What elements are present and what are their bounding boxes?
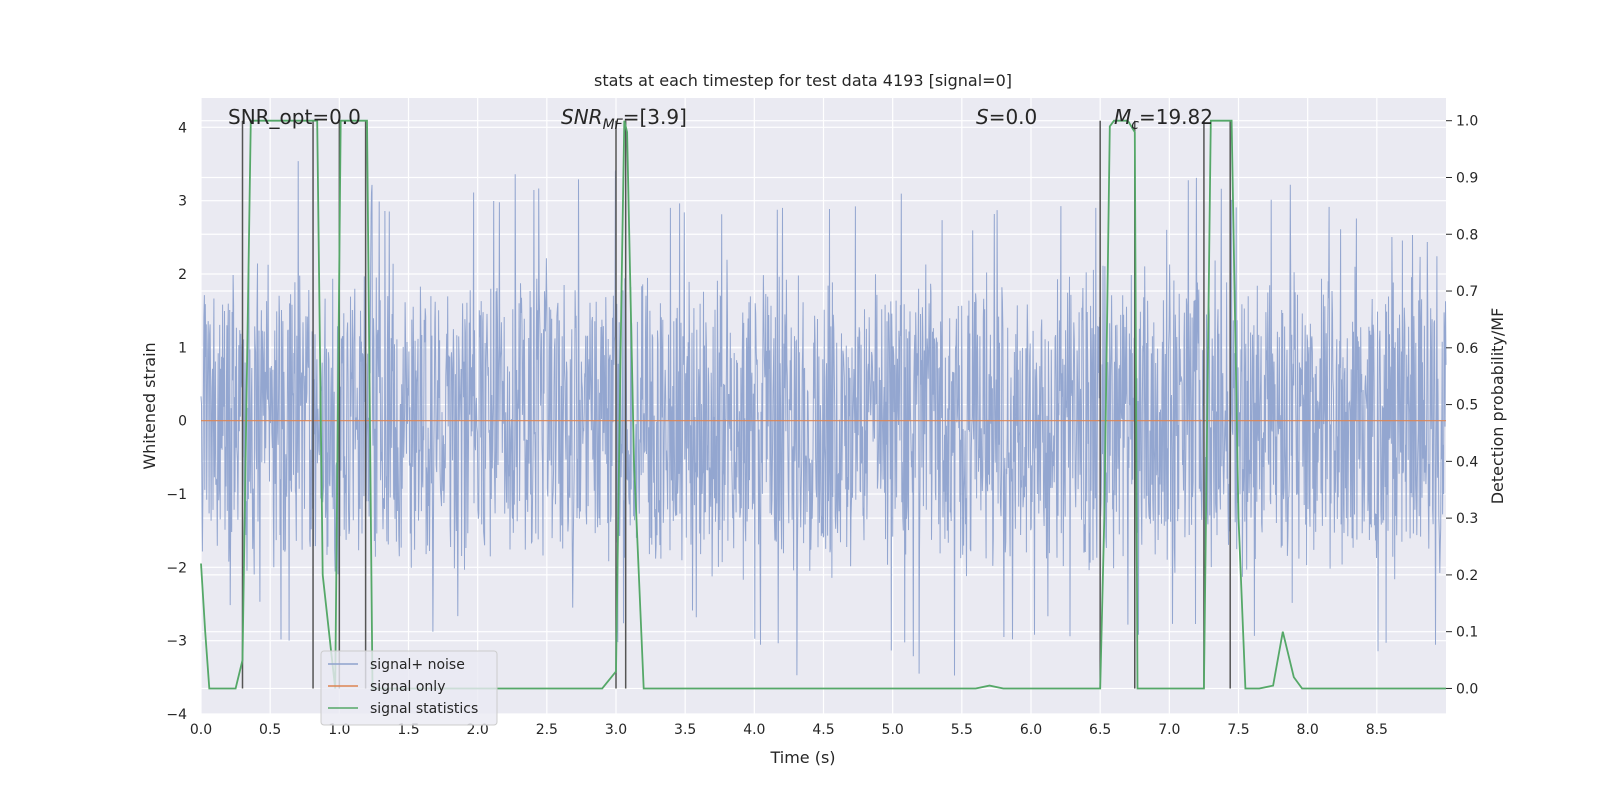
x-tick-label: 8.5 [1366,722,1388,738]
annotation-snr-mf: SNRMF=[3.9] [561,105,687,133]
x-tick-label: 0.0 [190,722,212,738]
y-tick-label: 4 [178,120,187,136]
x-tick-label: 0.5 [259,722,281,738]
x-tick-label: 6.0 [1020,722,1042,738]
legend: signal+ noise signal only signal statist… [320,650,498,726]
annotation-mc: Mc=19.82 [1114,105,1213,133]
y-tick-label: 1 [178,340,187,356]
x-tick-label: 3.0 [605,722,627,738]
x-tick-label: 3.5 [674,722,696,738]
annotation-mc-subscript: c [1131,117,1139,133]
x-tick-label: 2.0 [467,722,489,738]
y2-axis-label: Detection probability/MF [1488,308,1507,505]
legend-label-signal-statistics: signal statistics [370,701,478,717]
y2-tick-label: 1.0 [1456,114,1478,130]
y2-tick-label: 0.9 [1456,170,1478,186]
annotation-snr-mf-subscript: MF [603,117,624,133]
y-tick-label: 0 [178,414,187,430]
annotation-s-value: =0.0 [989,105,1038,129]
annotation-snr-opt: SNR_opt=0.0 [228,105,361,129]
y2-tick-label: 0.3 [1456,511,1478,527]
y2-tick-label: 0.2 [1456,568,1478,584]
x-tick-label: 1.5 [397,722,419,738]
signal-noise-line [200,161,1447,676]
x-tick-label: 1.0 [328,722,350,738]
y-axis-label: Whitened strain [140,342,159,469]
x-tick-label: 4.5 [812,722,834,738]
x-tick-label: 7.0 [1158,722,1180,738]
y2-tick-label: 0.4 [1456,454,1478,470]
y-tick-label: 3 [178,194,187,210]
legend-box [320,650,498,726]
annotation-snr-mf-value: =[3.9] [623,105,687,129]
legend-label-signal-only: signal only [370,679,445,695]
series-signal-statistics [200,119,1446,690]
y2-tick-label: 0.8 [1456,227,1478,243]
annotation-snr-mf-symbol: SNR [561,105,603,129]
y2-tick-label: 0.5 [1456,398,1478,414]
ticks: 0.0 0.5 1.0 1.5 2.0 2.5 3.0 3.5 4.0 4.5 5.0 5.5 6.0 6… [166,114,1478,738]
x-tick-label: 5.0 [882,722,904,738]
series-signal-noise [200,161,1447,676]
y-tick-label: −1 [166,487,187,503]
annotation-mc-symbol: M [1114,105,1131,129]
y2-tick-label: 0.6 [1456,341,1478,357]
chart-title: stats at each timestep for test data 419… [594,71,1012,90]
y-tick-label: −2 [166,560,187,576]
legend-label-signal-noise: signal+ noise [370,657,465,673]
x-tick-label: 7.5 [1227,722,1249,738]
x-tick-label: 4.0 [743,722,765,738]
y2-tick-label: 0.7 [1456,284,1478,300]
signal-statistics-line [200,119,1446,690]
y-tick-label: 2 [178,267,187,283]
x-tick-label: 6.5 [1089,722,1111,738]
y-tick-label: −3 [166,634,187,650]
x-axis-label: Time (s) [769,748,835,767]
y-tick-label: −4 [166,707,187,723]
annotation-s-symbol: S [976,105,989,129]
annotation-s: S=0.0 [976,105,1037,129]
x-tick-label: 5.5 [951,722,973,738]
y2-tick-label: 0.0 [1456,681,1478,697]
x-tick-label: 8.0 [1297,722,1319,738]
annotation-mc-value: =19.82 [1139,105,1213,129]
y2-tick-label: 0.1 [1456,625,1478,641]
x-tick-label: 2.5 [536,722,558,738]
